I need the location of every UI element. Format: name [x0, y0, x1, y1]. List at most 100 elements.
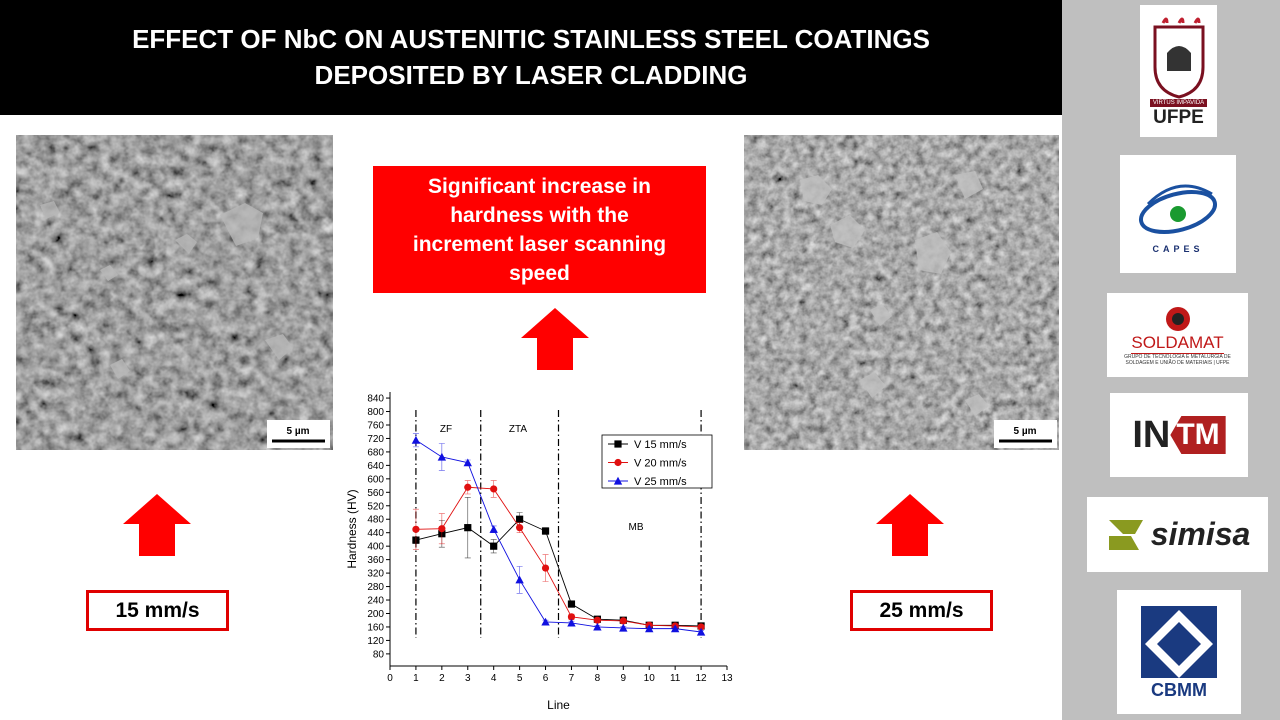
- y-tick-label: 600: [367, 474, 384, 485]
- marker: [541, 564, 550, 572]
- y-tick-label: 800: [367, 407, 384, 418]
- logo-soldamat: SOLDAMAT GRUPO DE TECNOLOGIA E METALURGI…: [1107, 293, 1248, 377]
- marker: [541, 617, 550, 626]
- x-tick-label: 5: [517, 673, 523, 684]
- ufpe-name: UFPE: [1153, 107, 1204, 128]
- soldamat-mark: [1165, 306, 1190, 331]
- legend-marker: [614, 440, 622, 448]
- x-tick-label: 13: [721, 673, 733, 684]
- simisa-mark: [1108, 519, 1143, 550]
- marker: [619, 617, 627, 625]
- ufpe-crest: [1153, 17, 1204, 99]
- x-tick-label: 4: [491, 673, 497, 684]
- title-line: DEPOSITED BY LASER CLADDING: [314, 60, 748, 90]
- speed-label: 25 mm/s: [850, 590, 993, 631]
- y-tick-label: 680: [367, 447, 384, 458]
- marker: [567, 618, 576, 627]
- scale-bar-box: [267, 420, 330, 448]
- capes-name: CAPES: [1152, 244, 1204, 254]
- up-arrow: [123, 494, 191, 556]
- legend-marker: [614, 458, 622, 467]
- y-tick-label: 280: [367, 582, 384, 593]
- x-tick-label: 12: [696, 673, 708, 684]
- marker: [593, 616, 601, 624]
- particles: [40, 201, 293, 379]
- logo-intm: IN TM: [1110, 393, 1248, 477]
- series: [412, 480, 705, 631]
- marker: [490, 542, 498, 550]
- title-line: EFFECT OF NbC ON AUSTENITIC STAINLESS ST…: [132, 24, 930, 54]
- capes-mark: [1139, 184, 1217, 234]
- marker: [489, 525, 498, 533]
- logo-capes: CAPES: [1120, 155, 1236, 273]
- sem-image: [16, 135, 333, 450]
- y-tick-label: 440: [367, 528, 384, 539]
- scale-label: 5 µm: [287, 426, 310, 437]
- logo-ufpe: VIRTUS IMPAVIDA UFPE: [1140, 5, 1217, 137]
- marker: [541, 527, 550, 535]
- marker: [412, 525, 420, 533]
- logo-cbmm: CBMM: [1117, 590, 1241, 714]
- marker: [490, 485, 498, 493]
- y-tick-label: 80: [373, 649, 385, 660]
- marker: [463, 458, 472, 467]
- particles: [800, 171, 989, 416]
- title-bar: [0, 0, 1062, 115]
- x-tick-label: 10: [644, 673, 656, 684]
- marker: [437, 452, 447, 461]
- marker: [645, 624, 654, 633]
- scale-bar-box: [994, 420, 1057, 448]
- intm-right: TM: [1170, 416, 1226, 454]
- series-line: [415, 439, 702, 633]
- ufpe-motto: VIRTUS IMPAVIDA: [1149, 99, 1208, 107]
- legend-label: V 20 mm/s: [634, 458, 687, 470]
- y-tick-label: 200: [367, 609, 384, 620]
- hardness-chart: 8012016020024028032036040044048052056060…: [340, 388, 740, 720]
- zone-label: MB: [629, 522, 644, 533]
- x-axis-label: Line: [547, 698, 570, 712]
- marker: [696, 627, 706, 636]
- x-tick-label: 11: [670, 673, 681, 684]
- speed-label: 15 mm/s: [86, 590, 229, 631]
- marker: [464, 524, 472, 532]
- marker: [619, 623, 628, 632]
- y-tick-label: 840: [367, 394, 384, 405]
- zone-label: ZF: [440, 424, 452, 435]
- x-tick-label: 0: [387, 673, 393, 684]
- marker: [670, 624, 680, 633]
- x-tick-label: 7: [569, 673, 575, 684]
- series-line: [415, 486, 702, 628]
- y-tick-label: 400: [367, 542, 384, 553]
- cbmm-mark: [1141, 605, 1217, 678]
- x-tick-label: 9: [621, 673, 627, 684]
- marker: [438, 525, 446, 533]
- marker: [567, 600, 576, 608]
- marker: [515, 575, 524, 584]
- legend-label: V 25 mm/s: [634, 476, 687, 488]
- marker: [464, 483, 472, 491]
- marker: [411, 435, 421, 444]
- y-tick-label: 360: [367, 555, 384, 566]
- y-tick-label: 640: [367, 461, 384, 472]
- cbmm-name: CBMM: [1151, 679, 1207, 700]
- x-tick-label: 3: [465, 673, 471, 684]
- y-tick-label: 480: [367, 515, 384, 526]
- soldamat-subtitle: GRUPO DE TECNOLOGIA E METALURGIA DE SOLD…: [1124, 353, 1231, 366]
- up-arrow: [521, 308, 589, 370]
- y-tick-label: 320: [367, 569, 384, 580]
- legend-marker: [613, 476, 623, 485]
- y-tick-label: 120: [367, 636, 384, 647]
- y-tick-label: 560: [367, 488, 384, 499]
- marker: [516, 515, 524, 523]
- y-axis-label: Hardness (HV): [345, 489, 359, 568]
- y-tick-label: 720: [367, 434, 384, 445]
- x-tick-label: 1: [413, 673, 419, 684]
- sem-image: [744, 135, 1059, 450]
- highlight-box: Significant increase in hardness with th…: [373, 166, 706, 293]
- x-tick-label: 8: [595, 673, 601, 684]
- marker: [516, 524, 524, 532]
- scale-label: 5 µm: [1014, 426, 1037, 437]
- logo-simisa: simisa: [1087, 497, 1268, 572]
